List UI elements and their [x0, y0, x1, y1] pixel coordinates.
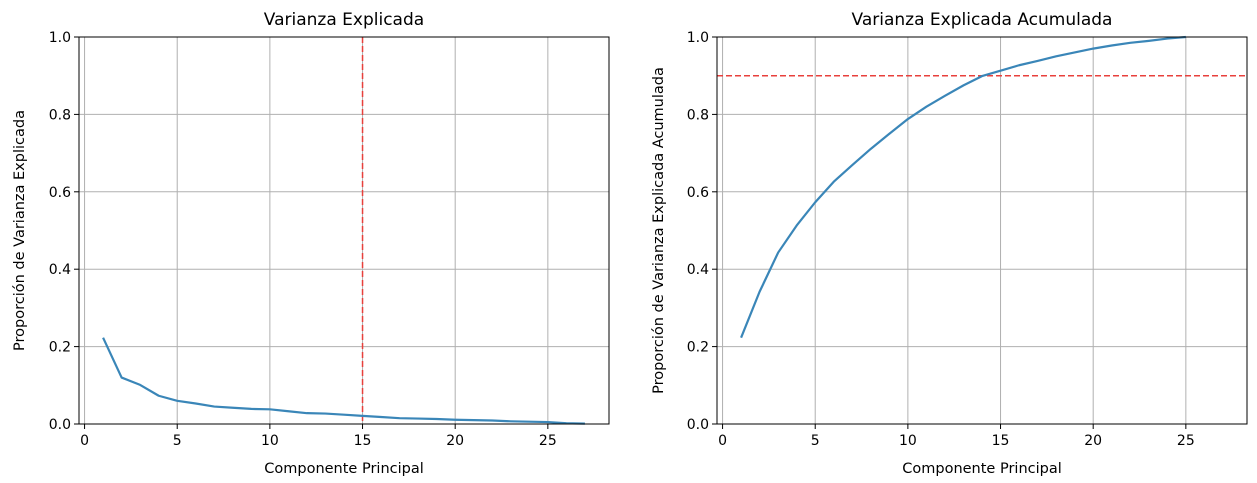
x-tick-label: 25 — [1177, 433, 1195, 449]
chart-variance-explained: 0 5 10 15 20 25 0.0 0.2 0.4 0.6 0.8 1.0 Varianza E… — [12, 10, 610, 477]
series — [740, 35, 1186, 339]
y-tick-label: 0.6 — [49, 185, 71, 201]
x-tick-label: 5 — [173, 433, 182, 449]
y-tick-label: 0.2 — [687, 340, 709, 356]
axes-frame — [716, 36, 1248, 425]
x-tick-label: 15 — [992, 433, 1010, 449]
y-tick-labels: 0.0 0.2 0.4 0.6 0.8 1.0 — [49, 30, 71, 433]
x-tick-label: 25 — [539, 433, 557, 449]
y-tick-label: 0.8 — [687, 107, 709, 123]
chart-cumulative-variance: 0 5 10 15 20 25 0.0 0.2 0.4 0.6 0.8 1.0 Varianza E… — [651, 10, 1248, 477]
y-tick-label: 0.4 — [687, 262, 709, 278]
x-tick-label: 0 — [718, 433, 727, 449]
plot-area — [717, 37, 1247, 424]
x-tick-label: 5 — [811, 433, 820, 449]
y-tick-label: 1.0 — [687, 30, 709, 46]
chart-title: Varianza Explicada Acumulada — [852, 10, 1113, 30]
y-tick-label: 1.0 — [49, 30, 71, 46]
y-tick-label: 0.8 — [49, 107, 71, 123]
x-tick-label: 0 — [80, 433, 89, 449]
y-tick-labels: 0.0 0.2 0.4 0.6 0.8 1.0 — [687, 30, 709, 433]
y-tick-label: 0.2 — [49, 340, 71, 356]
x-tick-labels: 0 5 10 15 20 25 — [80, 433, 557, 449]
x-tick-label: 15 — [354, 433, 372, 449]
x-axis-label: Componente Principal — [902, 461, 1062, 477]
y-tick-label: 0.6 — [687, 185, 709, 201]
x-tick-label: 20 — [1084, 433, 1102, 449]
series-line — [102, 337, 585, 425]
plot-area — [79, 37, 609, 424]
y-tick-label: 0.4 — [49, 262, 71, 278]
tick-marks — [712, 36, 1187, 429]
y-axis-label: Proporción de Varianza Explicada — [12, 110, 28, 351]
chart-title: Varianza Explicada — [264, 10, 424, 30]
x-tick-label: 10 — [899, 433, 917, 449]
y-tick-label: 0.0 — [49, 417, 71, 433]
x-tick-label: 20 — [446, 433, 464, 449]
x-axis-label: Componente Principal — [264, 461, 424, 477]
x-tick-label: 10 — [261, 433, 279, 449]
y-axis-label: Proporción de Varianza Explicada Acumula… — [651, 67, 667, 394]
y-tick-label: 0.0 — [687, 417, 709, 433]
axes-frame — [78, 36, 610, 425]
series-line — [740, 35, 1186, 339]
tick-marks — [74, 36, 549, 429]
series — [102, 337, 585, 425]
x-tick-labels: 0 5 10 15 20 25 — [718, 433, 1195, 449]
